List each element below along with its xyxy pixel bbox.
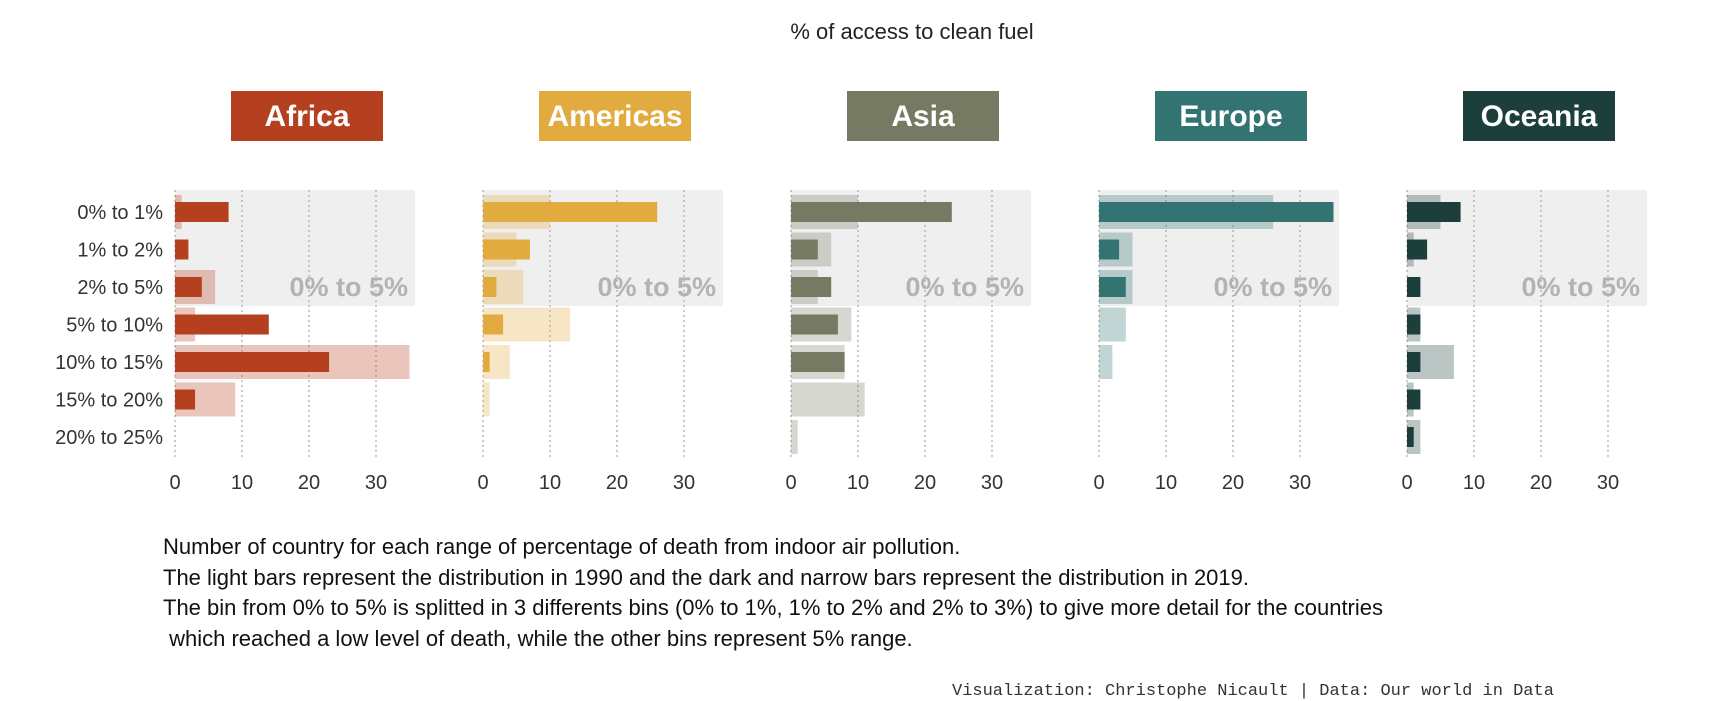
bar-2019 [791, 277, 832, 297]
category-labels: 0% to 1% 1% to 2% 2% to 5% 5% to 10% 10% to … [55, 202, 163, 449]
x-tick-label: 30 [1597, 472, 1619, 494]
band-label: 0% to 5% [597, 272, 716, 302]
x-tick-label: 10 [539, 472, 561, 494]
band-label: 0% to 5% [905, 272, 1024, 302]
panel-asia: Asia 0% to 5% 0 10 20 30 [785, 91, 1031, 494]
bar-1990 [791, 420, 798, 454]
note-line: Number of country for each range of perc… [163, 534, 961, 559]
bar-2019 [1099, 239, 1120, 260]
region-header [847, 91, 999, 141]
band-label: 0% to 5% [1521, 272, 1640, 302]
region-label: Americas [547, 100, 682, 133]
x-tick-label: 20 [1222, 472, 1244, 494]
panel-americas: Americas 0% to 5% 0 10 20 30 [477, 91, 723, 494]
region-panels: Africa 0% to 5% 0 10 20 30 Americas 0% to 5% 0 10… [169, 91, 1647, 494]
x-tick-label: 0 [1093, 472, 1104, 494]
bar-1990 [483, 382, 490, 417]
x-tick-label: 30 [981, 472, 1003, 494]
bar-1990 [1099, 307, 1126, 342]
x-tick-label: 20 [1530, 472, 1552, 494]
x-tick-label: 30 [673, 472, 695, 494]
x-tick-label: 30 [365, 472, 387, 494]
region-header [539, 91, 691, 141]
note-line: The bin from 0% to 5% is splitted in 3 d… [163, 595, 1384, 620]
region-label: Asia [891, 100, 955, 133]
category-label: 20% to 25% [55, 427, 163, 449]
category-label: 5% to 10% [66, 315, 163, 337]
panel-europe: Europe 0% to 5% 0 10 20 30 [1093, 91, 1339, 494]
bar-2019 [1407, 352, 1421, 372]
note-line: The light bars represent the distributio… [163, 564, 1249, 590]
panel-oceania: Oceania 0% to 5% 0 10 20 30 [1401, 91, 1647, 494]
x-tick-label: 10 [1463, 472, 1485, 494]
region-header [1463, 91, 1615, 141]
bar-2019 [791, 202, 952, 222]
bar-2019 [175, 352, 330, 372]
chart-title: % of access to clean fuel [790, 19, 1033, 44]
band-label: 0% to 5% [1213, 272, 1332, 302]
bar-2019 [483, 314, 504, 335]
x-tick-label: 20 [914, 472, 936, 494]
x-tick-label: 10 [231, 472, 253, 494]
panel-africa: Africa 0% to 5% 0 10 20 30 [169, 91, 415, 494]
bar-2019 [1407, 427, 1414, 447]
x-tick-label: 10 [847, 472, 869, 494]
region-header [231, 91, 383, 141]
band-label: 0% to 5% [289, 272, 408, 302]
bar-2019 [1099, 277, 1126, 297]
bar-2019 [1099, 202, 1334, 222]
category-label: 1% to 2% [77, 240, 163, 262]
chart-notes: Number of country for each range of perc… [163, 532, 1463, 654]
category-label: 0% to 1% [77, 202, 163, 224]
x-tick-label: 30 [1289, 472, 1311, 494]
region-label: Europe [1179, 100, 1282, 133]
bar-2019 [1407, 202, 1461, 222]
bar-2019 [175, 277, 202, 297]
bar-2019 [175, 389, 196, 410]
region-label: Africa [264, 100, 349, 133]
x-tick-label: 0 [169, 472, 180, 494]
bar-2019 [1407, 389, 1421, 410]
bar-2019 [483, 202, 658, 222]
bar-2019 [483, 239, 530, 260]
x-tick-label: 0 [785, 472, 796, 494]
bar-2019 [175, 202, 229, 222]
bar-2019 [483, 277, 497, 297]
bar-2019 [483, 352, 490, 372]
bar-2019 [175, 239, 189, 260]
bar-2019 [1407, 314, 1421, 335]
region-label: Oceania [1481, 100, 1598, 133]
category-label: 10% to 15% [55, 352, 163, 374]
bar-2019 [791, 352, 845, 372]
note-line: which reached a low level of death, whil… [163, 625, 913, 651]
category-label: 15% to 20% [55, 390, 163, 412]
bar-2019 [175, 314, 269, 335]
x-tick-label: 0 [1401, 472, 1412, 494]
x-tick-label: 10 [1155, 472, 1177, 494]
bar-2019 [1407, 239, 1428, 260]
x-tick-label: 20 [298, 472, 320, 494]
bar-1990 [791, 382, 865, 417]
bar-2019 [791, 314, 838, 335]
category-label: 2% to 5% [77, 277, 163, 299]
bar-2019 [791, 239, 818, 260]
x-tick-label: 20 [606, 472, 628, 494]
bar-2019 [1407, 277, 1421, 297]
bar-1990 [1099, 345, 1113, 379]
region-header [1155, 91, 1307, 141]
x-tick-label: 0 [477, 472, 488, 494]
